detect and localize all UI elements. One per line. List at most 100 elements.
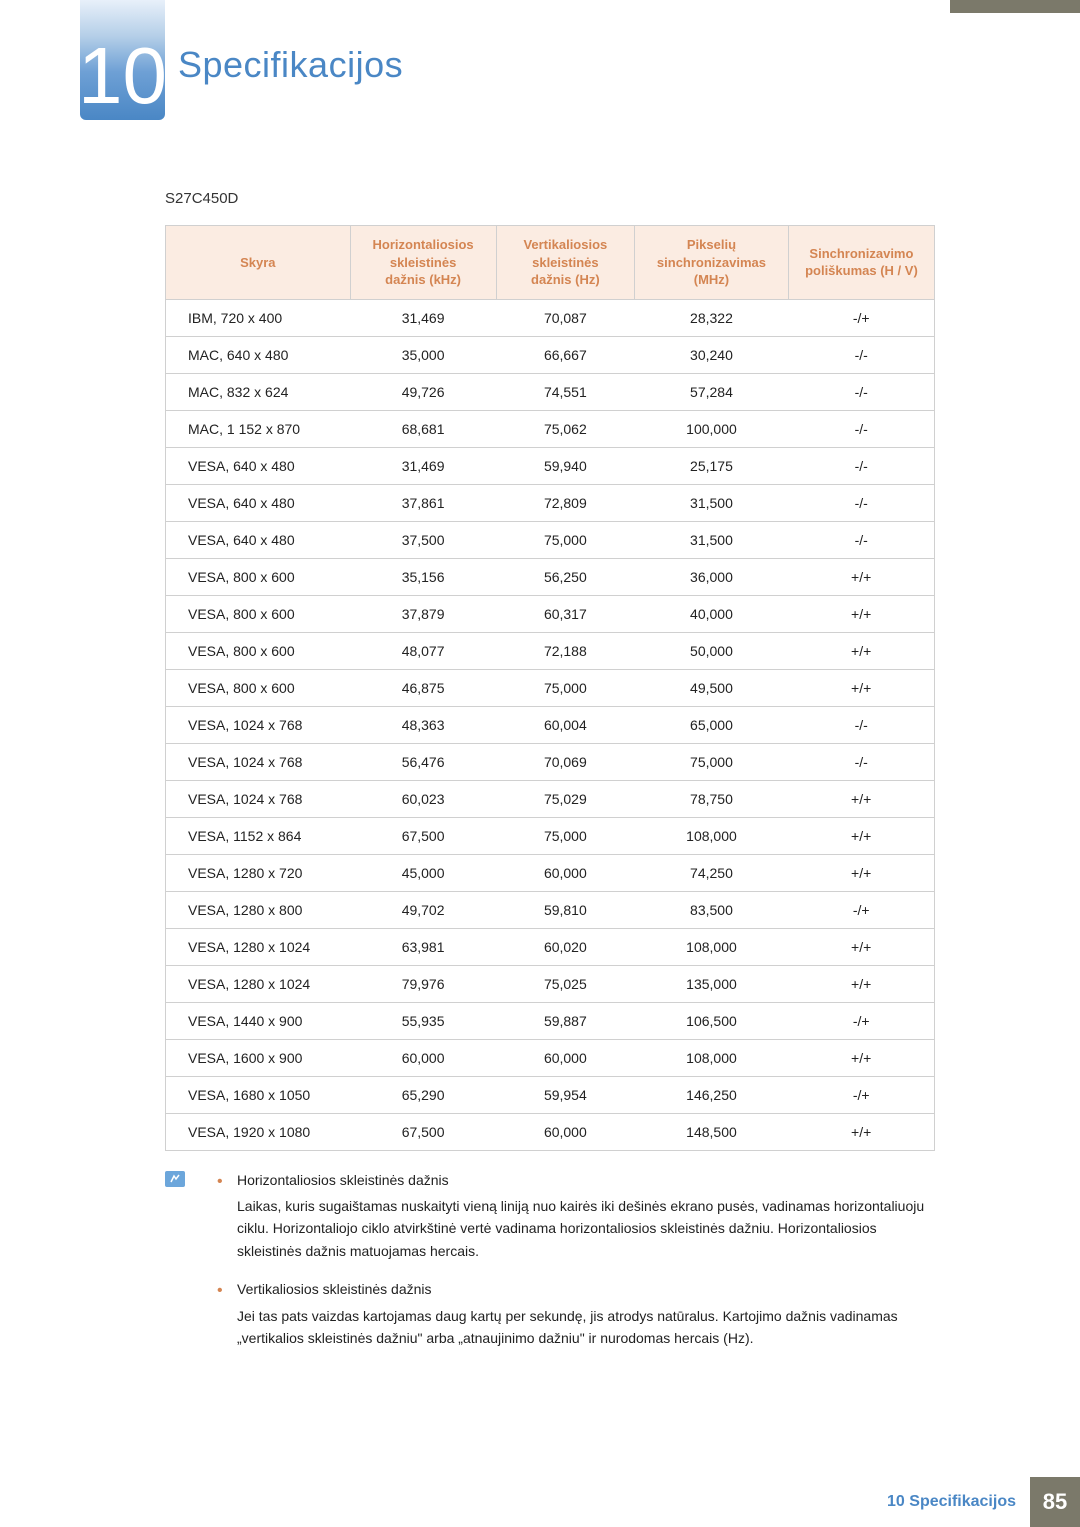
table-cell: 65,000: [635, 706, 789, 743]
table-cell: 49,500: [635, 669, 789, 706]
table-cell: 45,000: [350, 854, 496, 891]
table-cell: +/+: [788, 1039, 934, 1076]
table-cell: +/+: [788, 965, 934, 1002]
table-cell: 79,976: [350, 965, 496, 1002]
table-header-row: Skyra Horizontaliosiosskleistinėsdažnis …: [166, 226, 935, 300]
table-cell: 46,875: [350, 669, 496, 706]
table-cell: VESA, 800 x 600: [166, 558, 351, 595]
th-hfreq: Horizontaliosiosskleistinėsdažnis (kHz): [350, 226, 496, 300]
table-cell: 25,175: [635, 447, 789, 484]
table-cell: +/+: [788, 817, 934, 854]
table-row: IBM, 720 x 40031,46970,08728,322-/+: [166, 299, 935, 336]
table-cell: 146,250: [635, 1076, 789, 1113]
table-row: VESA, 800 x 60037,87960,31740,000+/+: [166, 595, 935, 632]
table-cell: 75,029: [496, 780, 634, 817]
table-cell: 74,250: [635, 854, 789, 891]
table-cell: 75,000: [635, 743, 789, 780]
table-cell: IBM, 720 x 400: [166, 299, 351, 336]
table-cell: VESA, 800 x 600: [166, 632, 351, 669]
table-cell: 70,087: [496, 299, 634, 336]
table-cell: VESA, 1024 x 768: [166, 706, 351, 743]
table-cell: 31,500: [635, 484, 789, 521]
table-cell: -/+: [788, 891, 934, 928]
table-cell: VESA, 1280 x 800: [166, 891, 351, 928]
table-cell: 31,469: [350, 447, 496, 484]
table-row: VESA, 1920 x 108067,50060,000148,500+/+: [166, 1113, 935, 1150]
table-row: VESA, 1024 x 76848,36360,00465,000-/-: [166, 706, 935, 743]
table-cell: 135,000: [635, 965, 789, 1002]
note-body: Jei tas pats vaizdas kartojamas daug kar…: [237, 1305, 935, 1350]
table-cell: 108,000: [635, 1039, 789, 1076]
table-cell: -/-: [788, 410, 934, 447]
table-cell: VESA, 1152 x 864: [166, 817, 351, 854]
table-cell: 100,000: [635, 410, 789, 447]
table-cell: MAC, 640 x 480: [166, 336, 351, 373]
note-icon: [165, 1171, 185, 1187]
table-cell: 55,935: [350, 1002, 496, 1039]
table-row: VESA, 1280 x 102479,97675,025135,000+/+: [166, 965, 935, 1002]
table-row: VESA, 640 x 48037,86172,80931,500-/-: [166, 484, 935, 521]
table-cell: MAC, 832 x 624: [166, 373, 351, 410]
table-cell: +/+: [788, 595, 934, 632]
content-area: S27C450D Skyra Horizontaliosiosskleistin…: [165, 190, 935, 1365]
table-cell: 50,000: [635, 632, 789, 669]
table-cell: 57,284: [635, 373, 789, 410]
table-cell: 48,363: [350, 706, 496, 743]
table-cell: 75,062: [496, 410, 634, 447]
table-cell: 60,000: [496, 854, 634, 891]
table-cell: 48,077: [350, 632, 496, 669]
table-row: VESA, 1024 x 76860,02375,02978,750+/+: [166, 780, 935, 817]
table-cell: 74,551: [496, 373, 634, 410]
th-resolution: Skyra: [166, 226, 351, 300]
table-row: VESA, 640 x 48037,50075,00031,500-/-: [166, 521, 935, 558]
note-item: Horizontaliosios skleistinės dažnisLaika…: [217, 1169, 935, 1263]
th-sync: Sinchronizavimopoliškumas (H / V): [788, 226, 934, 300]
table-cell: 108,000: [635, 817, 789, 854]
note-body: Laikas, kuris sugaištamas nuskaityti vie…: [237, 1195, 935, 1262]
table-row: VESA, 800 x 60046,87575,00049,500+/+: [166, 669, 935, 706]
table-cell: 60,023: [350, 780, 496, 817]
page-footer: 10 Specifikacijos 85: [0, 1477, 1080, 1527]
model-label: S27C450D: [165, 190, 935, 207]
table-cell: 59,940: [496, 447, 634, 484]
table-cell: -/-: [788, 373, 934, 410]
table-cell: 72,188: [496, 632, 634, 669]
table-row: VESA, 1440 x 90055,93559,887106,500-/+: [166, 1002, 935, 1039]
table-cell: 60,004: [496, 706, 634, 743]
table-cell: 59,887: [496, 1002, 634, 1039]
table-cell: 30,240: [635, 336, 789, 373]
table-cell: +/+: [788, 558, 934, 595]
table-cell: 31,500: [635, 521, 789, 558]
th-pixelclock: Pikseliųsinchronizavimas(MHz): [635, 226, 789, 300]
table-cell: +/+: [788, 1113, 934, 1150]
table-cell: 67,500: [350, 1113, 496, 1150]
table-cell: VESA, 640 x 480: [166, 447, 351, 484]
table-cell: 60,000: [350, 1039, 496, 1076]
table-cell: 148,500: [635, 1113, 789, 1150]
table-cell: 60,000: [496, 1113, 634, 1150]
table-row: VESA, 1280 x 80049,70259,81083,500-/+: [166, 891, 935, 928]
note-item: Vertikaliosios skleistinės dažnis Jei tas…: [217, 1278, 935, 1349]
table-cell: -/+: [788, 299, 934, 336]
table-cell: 75,025: [496, 965, 634, 1002]
table-cell: VESA, 640 x 480: [166, 484, 351, 521]
table-cell: 75,000: [496, 669, 634, 706]
note-title: Vertikaliosios skleistinės dažnis: [237, 1278, 935, 1300]
table-cell: +/+: [788, 669, 934, 706]
chapter-title: Specifikacijos: [178, 44, 403, 86]
table-cell: 106,500: [635, 1002, 789, 1039]
table-cell: VESA, 800 x 600: [166, 669, 351, 706]
table-cell: 37,861: [350, 484, 496, 521]
table-row: VESA, 1280 x 72045,00060,00074,250+/+: [166, 854, 935, 891]
table-row: VESA, 1024 x 76856,47670,06975,000-/-: [166, 743, 935, 780]
table-cell: 35,000: [350, 336, 496, 373]
table-cell: 36,000: [635, 558, 789, 595]
table-cell: -/-: [788, 447, 934, 484]
table-cell: -/+: [788, 1002, 934, 1039]
table-cell: 60,000: [496, 1039, 634, 1076]
table-cell: 60,020: [496, 928, 634, 965]
notes-block: Horizontaliosios skleistinės dažnisLaika…: [165, 1169, 935, 1350]
table-cell: 37,500: [350, 521, 496, 558]
table-cell: VESA, 1600 x 900: [166, 1039, 351, 1076]
table-cell: 56,476: [350, 743, 496, 780]
